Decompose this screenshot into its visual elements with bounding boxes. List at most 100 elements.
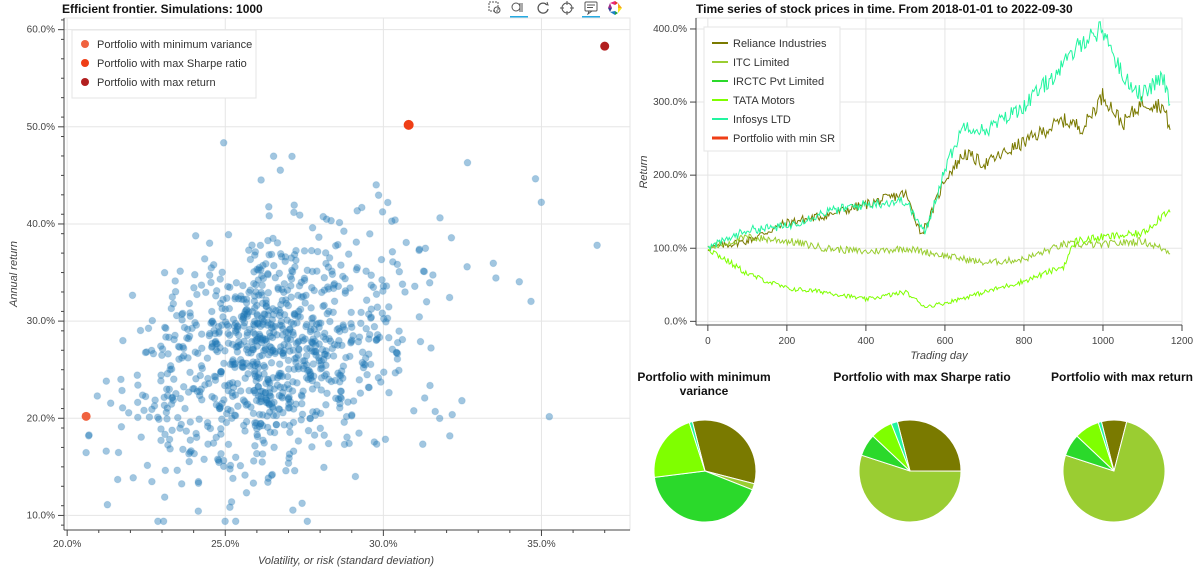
simulation-point — [419, 267, 428, 276]
simulation-point — [138, 391, 147, 400]
simulation-point — [192, 433, 201, 442]
hover-icon[interactable] — [582, 0, 600, 18]
simulation-point — [283, 334, 292, 343]
simulation-point — [273, 374, 282, 382]
simulation-point — [267, 358, 276, 367]
simulation-point — [211, 373, 220, 381]
simulation-point — [315, 356, 324, 365]
simulation-point — [331, 394, 340, 403]
simulation-point — [254, 363, 263, 372]
simulation-point — [256, 266, 265, 274]
simulation-point — [160, 323, 169, 332]
simulation-point — [216, 424, 225, 433]
simulation-point — [324, 263, 333, 272]
simulation-point — [179, 382, 188, 391]
simulation-point — [309, 335, 318, 343]
simulation-point — [277, 321, 286, 330]
simulation-point — [210, 372, 219, 381]
timeseries-x-axis-label: Trading day — [910, 350, 969, 362]
simulation-point — [311, 337, 320, 346]
wheel-zoom-icon[interactable] — [510, 0, 528, 18]
crosshair-icon[interactable] — [558, 0, 576, 18]
simulation-point — [337, 367, 346, 376]
simulation-point — [262, 299, 271, 308]
simulation-point — [258, 291, 266, 299]
simulation-point — [292, 358, 300, 367]
simulation-point — [362, 296, 371, 305]
simulation-point — [241, 471, 249, 480]
simulation-point — [285, 400, 293, 409]
simulation-point — [291, 263, 299, 271]
bokeh-logo-icon — [606, 0, 624, 18]
simulation-point — [219, 313, 227, 321]
simulation-point — [191, 348, 200, 357]
simulation-point — [300, 357, 309, 365]
simulation-point — [363, 370, 372, 379]
simulation-point — [290, 466, 299, 475]
simulation-point — [313, 247, 322, 256]
simulation-point — [388, 258, 397, 266]
simulation-point — [253, 432, 262, 441]
simulation-point — [157, 436, 165, 445]
simulation-point — [217, 430, 225, 439]
simulation-point — [172, 389, 180, 398]
scatter-x-axis-label: Volatility, or risk (standard deviation) — [258, 555, 434, 567]
simulation-point — [217, 449, 225, 458]
simulation-point — [293, 319, 301, 327]
simulation-point — [391, 369, 400, 377]
simulation-point — [287, 254, 296, 262]
simulation-point — [173, 466, 182, 475]
simulation-point — [279, 408, 287, 417]
simulation-point — [253, 265, 261, 274]
simulation-point — [431, 407, 440, 416]
simulation-point — [232, 343, 241, 351]
simulation-point — [289, 320, 298, 328]
simulation-point — [215, 404, 224, 413]
simulation-point — [345, 439, 354, 448]
simulation-point — [194, 507, 203, 516]
legend-marker-max-return — [81, 78, 89, 86]
simulation-point — [164, 350, 173, 358]
simulation-point — [178, 309, 187, 318]
simulation-point — [298, 499, 307, 508]
simulation-point — [280, 420, 289, 429]
simulation-point — [324, 307, 333, 316]
simulation-point — [269, 234, 277, 243]
simulation-point — [295, 211, 304, 220]
simulation-point — [338, 341, 346, 350]
simulation-point — [267, 399, 276, 408]
simulation-point — [267, 343, 276, 352]
simulation-point — [336, 387, 345, 396]
simulation-point — [231, 359, 240, 368]
simulation-point — [263, 321, 272, 330]
simulation-point — [216, 343, 224, 352]
simulation-point — [285, 421, 294, 430]
simulation-point — [186, 309, 195, 317]
simulation-point — [230, 321, 239, 330]
simulation-point — [255, 330, 264, 339]
simulation-point — [277, 392, 286, 401]
simulation-point — [393, 349, 402, 358]
simulation-point — [349, 331, 358, 340]
simulation-point — [316, 409, 325, 418]
simulation-point — [207, 307, 216, 316]
simulation-point — [265, 391, 274, 400]
simulation-point — [229, 474, 237, 483]
simulation-point — [147, 346, 156, 355]
box-zoom-icon[interactable] — [486, 0, 504, 18]
simulation-point — [220, 381, 229, 390]
simulation-point — [357, 203, 366, 212]
simulation-point — [227, 498, 236, 506]
simulation-point — [169, 396, 178, 405]
simulation-point — [273, 331, 281, 339]
timeseries-chart: 0 200 400 600 800 1000 1200 0.0% 100.0% 200.0% 300… — [638, 17, 1194, 362]
reset-icon[interactable] — [534, 0, 552, 18]
simulation-point — [330, 340, 339, 349]
simulation-point — [295, 282, 304, 290]
simulation-point — [249, 345, 258, 354]
scatter-y-tick-label: 20.0% — [27, 413, 55, 424]
simulation-point — [215, 402, 224, 411]
simulation-point — [355, 333, 364, 342]
pie-slice — [653, 470, 754, 523]
simulation-point — [205, 239, 214, 248]
